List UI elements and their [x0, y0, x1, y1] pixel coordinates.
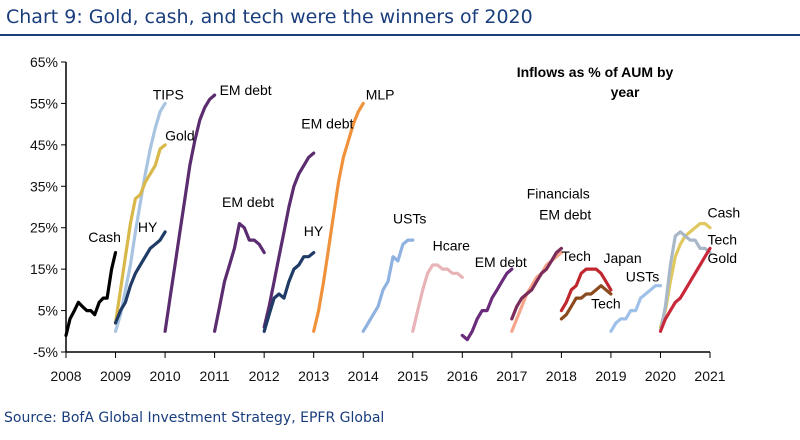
annotation-line-1: Inflows as % of AUM by [517, 64, 674, 80]
series-line-em-debt-11 [460, 267, 514, 342]
series-line-hy-7 [262, 251, 316, 333]
x-tick-label: 2017 [496, 368, 527, 384]
y-tick-label: -5% [33, 344, 58, 360]
x-tick-label: 2009 [100, 368, 131, 384]
x-tick-label: 2019 [595, 368, 626, 384]
series-label-japan-16: Japan [603, 250, 641, 266]
series-line-cash-0 [64, 251, 118, 337]
series-label-tech-19: Tech [708, 231, 738, 247]
series-line-gold-2 [113, 143, 167, 325]
series-label-hy-7: HY [304, 223, 324, 239]
series-layer [64, 93, 712, 342]
series-line-tech-15 [559, 284, 613, 321]
series-labels: Cash TIPS Gold HY EM debt EM debt EM debt HY MLP… [88, 82, 740, 311]
series-label-gold-2: Gold [165, 128, 195, 144]
series-line-gold-20 [658, 246, 712, 333]
x-tick-label: 2016 [447, 368, 478, 384]
x-tick-label: 2008 [50, 368, 81, 384]
series-line-em-debt-13 [510, 246, 563, 321]
series-label-financials-12: Financials [527, 186, 590, 202]
series-label-mlp-8: MLP [366, 86, 395, 102]
axes: 65% 55% 45% 35% 25% 15% 5% -5% 2008 2009 2010 2011 2… [30, 54, 726, 384]
series-line-em-debt-5 [213, 222, 266, 333]
x-tick-label: 2013 [298, 368, 329, 384]
y-tick-label: 35% [30, 178, 58, 194]
series-line-em-debt-4 [163, 93, 217, 333]
x-tick-label: 2018 [546, 368, 577, 384]
series-label-cash-0: Cash [88, 229, 121, 245]
series-label-tech-15: Tech [591, 296, 621, 312]
series-line-em-debt-6 [262, 151, 316, 329]
series-label-em-debt-11: EM debt [475, 254, 527, 270]
x-tick-label: 2021 [694, 368, 725, 384]
series-line-mlp-8 [312, 101, 365, 333]
x-tick-label: 2011 [200, 368, 230, 384]
x-tick-label: 2012 [249, 368, 280, 384]
source-note: Source: BofA Global Investment Strategy,… [4, 410, 385, 426]
series-line-hy-3 [113, 230, 167, 325]
x-tick-label: 2010 [149, 368, 180, 384]
series-line-tech-19 [658, 230, 712, 333]
series-label-em-debt-6: EM debt [301, 115, 353, 131]
x-tick-label: 2020 [645, 368, 676, 384]
series-label-em-debt-5: EM debt [222, 194, 274, 210]
annotation-line-2: year [611, 84, 640, 100]
series-label-cash-18: Cash [708, 204, 741, 220]
y-tick-label: 65% [30, 54, 58, 70]
y-tick-label: 45% [30, 137, 58, 153]
series-label-tips-1: TIPS [153, 86, 184, 102]
title-rule [0, 34, 800, 36]
chart-title: Chart 9: Gold, cash, and tech were the w… [6, 6, 533, 28]
series-line-hcare-10 [411, 263, 464, 333]
series-label-hy-3: HY [138, 219, 158, 235]
series-line-usts-17 [609, 284, 663, 333]
series-label-gold-20: Gold [708, 250, 738, 266]
x-tick-label: 2015 [397, 368, 428, 384]
line-chart: 65% 55% 45% 35% 25% 15% 5% -5% 2008 2009 2010 2011 2… [30, 54, 740, 384]
y-tick-label: 5% [38, 303, 58, 319]
x-tick-label: 2014 [348, 368, 379, 384]
y-tick-label: 15% [30, 261, 58, 277]
series-line-tech-14 [559, 267, 613, 313]
series-label-em-debt-13: EM debt [539, 206, 591, 222]
y-tick-label: 55% [30, 95, 58, 111]
series-label-tech-14: Tech [561, 248, 591, 264]
y-tick-label: 25% [30, 220, 58, 236]
series-label-usts-17: USTs [626, 269, 659, 285]
series-line-usts-9 [361, 238, 415, 333]
series-label-usts-9: USTs [393, 211, 426, 227]
series-line-tips-1 [113, 101, 167, 333]
series-label-hcare-10: Hcare [433, 238, 471, 254]
series-label-em-debt-4: EM debt [220, 82, 272, 98]
